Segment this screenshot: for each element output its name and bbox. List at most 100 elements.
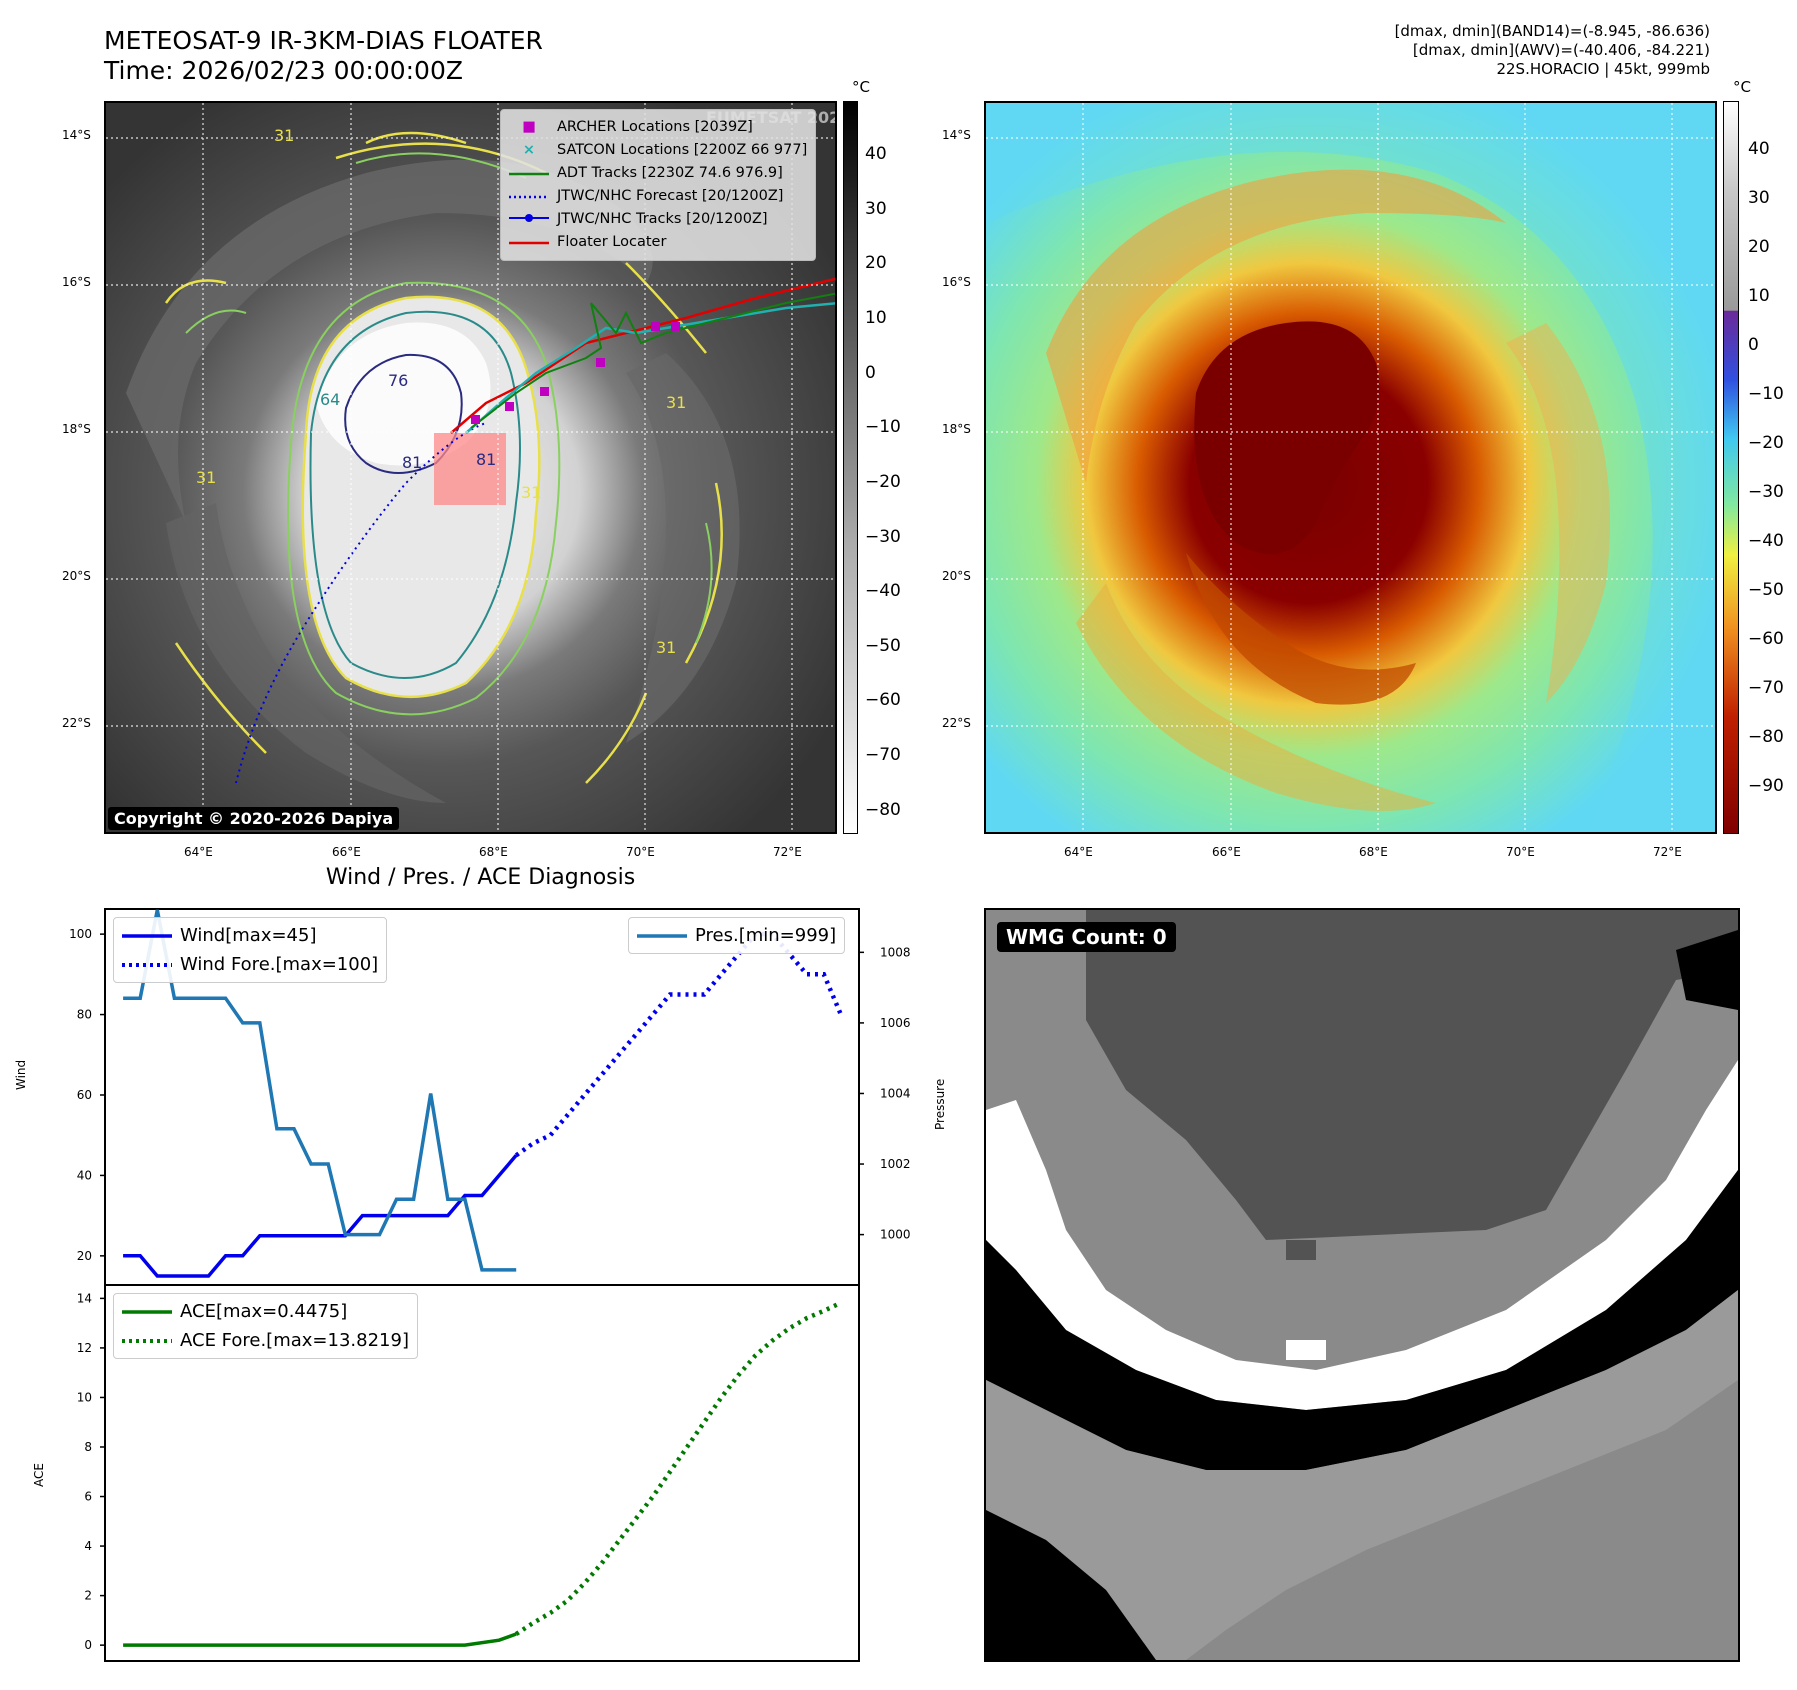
lat-label: 22°S [62,716,91,730]
ace-tick-label: 14 [77,1291,92,1305]
awv-colorbar-tick: 40 [1748,139,1770,160]
awv-colorbar-tick: −10 [1748,383,1784,404]
lat-label: 20°S [62,569,91,583]
info-line-3: 22S.HORACIO | 45kt, 999mb [1496,60,1710,78]
legend-adt: ADT Tracks [2230Z 74.6 976.9] [509,162,807,185]
ir-colorbar-tick: 20 [865,253,887,274]
dot-line-icon [509,208,549,231]
contour-label: 81 [476,450,496,469]
solid-line-icon [509,162,549,185]
solid-line-icon [509,231,549,254]
wind-tick-label: 100 [69,927,92,941]
legend-label: Wind Fore.[max=100] [180,954,379,975]
ir-colorbar [843,101,858,834]
lon-label: 68°E [479,845,508,859]
lat-label: 14°S [942,128,971,142]
info-line-2: [dmax, dmin](AWV)=(-40.406, -84.221) [1412,41,1710,59]
pressure-axis-label: Pressure [933,1078,947,1130]
ir-colorbar-tick: 0 [865,362,876,383]
awv-colorbar-tick: 30 [1748,188,1770,209]
ir-colorbar-tick: −10 [865,417,901,438]
ir-colorbar-tick: −40 [865,581,901,602]
lon-label: 68°E [1359,845,1388,859]
legend-wind-forecast: Wind Fore.[max=100] [122,950,378,979]
awv-colorbar-tick: −20 [1748,432,1784,453]
contour-label: 31 [196,468,216,487]
ir-colorbar-unit: °C [852,78,870,96]
awv-colorbar-tick: −70 [1748,677,1784,698]
ace-tick-label: 2 [84,1589,92,1603]
awv-colorbar-tick: 20 [1748,237,1770,258]
lat-label: 22°S [942,716,971,730]
legend-forecast: JTWC/NHC Forecast [20/1200Z] [509,185,807,208]
legend-ace: ACE[max=0.4475] [122,1297,409,1326]
title-line-2: Time: 2026/02/23 00:00:00Z [104,56,463,85]
legend-label: JTWC/NHC Forecast [20/1200Z] [557,188,784,204]
wmg-count-badge: WMG Count: 0 [997,922,1176,952]
lat-label: 20°S [942,569,971,583]
legend-label: ADT Tracks [2230Z 74.6 976.9] [557,165,783,181]
dotted-line-icon [122,962,172,967]
pressure-tick-label: 1008 [880,945,911,959]
legend-label: ACE[max=0.4475] [180,1301,348,1322]
legend-label: ACE Fore.[max=13.8219] [180,1330,409,1351]
pressure-legend: Pres.[min=999] [628,917,846,954]
awv-colorbar [1723,101,1739,834]
pressure-tick-label: 1000 [880,1228,911,1242]
info-line-1: [dmax, dmin](BAND14)=(-8.945, -86.636) [1394,22,1710,40]
legend-label: Pres.[min=999] [695,925,837,946]
awv-colorbar-tick: −40 [1748,530,1784,551]
solid-line-icon [637,933,687,938]
copyright-badge: Copyright © 2020-2026 Dapiya [108,807,400,830]
legend-wind: Wind[max=45] [122,921,378,950]
ace-axis-label: ACE [32,1463,46,1487]
wind-tick-label: 80 [77,1008,92,1022]
wind-tick-label: 20 [77,1249,92,1263]
ace-tick-label: 6 [84,1490,92,1504]
contour-label: 31 [521,483,541,502]
ir-colorbar-tick: −60 [865,690,901,711]
dotted-line-icon [122,1338,172,1343]
ir-colorbar-tick: 40 [865,144,887,165]
legend-label: SATCON Locations [2200Z 66 977] [557,142,808,158]
lat-label: 18°S [942,422,971,436]
contour-label: 31 [274,126,294,145]
legend-floater: Floater Locater [509,231,807,254]
ir-colorbar-tick: 30 [865,198,887,219]
contour-label: 76 [388,371,408,390]
legend-label: ARCHER Locations [2039Z] [557,119,753,135]
legend-archer: ■ ARCHER Locations [2039Z] [509,116,807,139]
lon-label: 64°E [184,845,213,859]
ir-legend: ■ ARCHER Locations [2039Z] × SATCON Locati… [500,109,817,261]
figure-title: METEOSAT-9 IR-3KM-DIAS FLOATER Time: 202… [104,26,543,86]
lon-label: 66°E [332,845,361,859]
lon-label: 66°E [1212,845,1241,859]
diagnosis-title: Wind / Pres. / ACE Diagnosis [325,865,636,890]
awv-colorbar-tick: −60 [1748,628,1784,649]
legend-pressure: Pres.[min=999] [637,921,836,950]
wmg-image [986,910,1738,1660]
awv-image [986,103,1715,832]
awv-colorbar-tick: 10 [1748,286,1770,306]
contour-label: 64 [320,390,340,409]
awv-colorbar-tick: −90 [1748,775,1784,796]
storm-info: [dmax, dmin](BAND14)=(-8.945, -86.636) [… [1395,22,1710,79]
ace-tick-label: 10 [77,1390,92,1404]
wind-tick-label: 60 [77,1088,92,1102]
legend-label: Wind[max=45] [180,925,317,946]
contour-label: 81 [402,453,422,472]
awv-satellite-panel [984,101,1717,834]
contour-label: 31 [656,638,676,657]
lon-label: 70°E [1506,845,1535,859]
dotted-line-icon [509,185,549,208]
wind-axis-label: Wind [14,1059,28,1090]
lon-label: 70°E [626,845,655,859]
awv-colorbar-tick: −50 [1748,579,1784,600]
contour-label: 31 [666,393,686,412]
legend-satcon: × SATCON Locations [2200Z 66 977] [509,139,807,162]
lon-label: 72°E [1653,845,1682,859]
title-line-1: METEOSAT-9 IR-3KM-DIAS FLOATER [104,26,543,55]
wind-legend: Wind[max=45] Wind Fore.[max=100] [113,917,388,983]
ace-tick-label: 0 [84,1638,92,1652]
solid-line-icon [122,1309,172,1314]
